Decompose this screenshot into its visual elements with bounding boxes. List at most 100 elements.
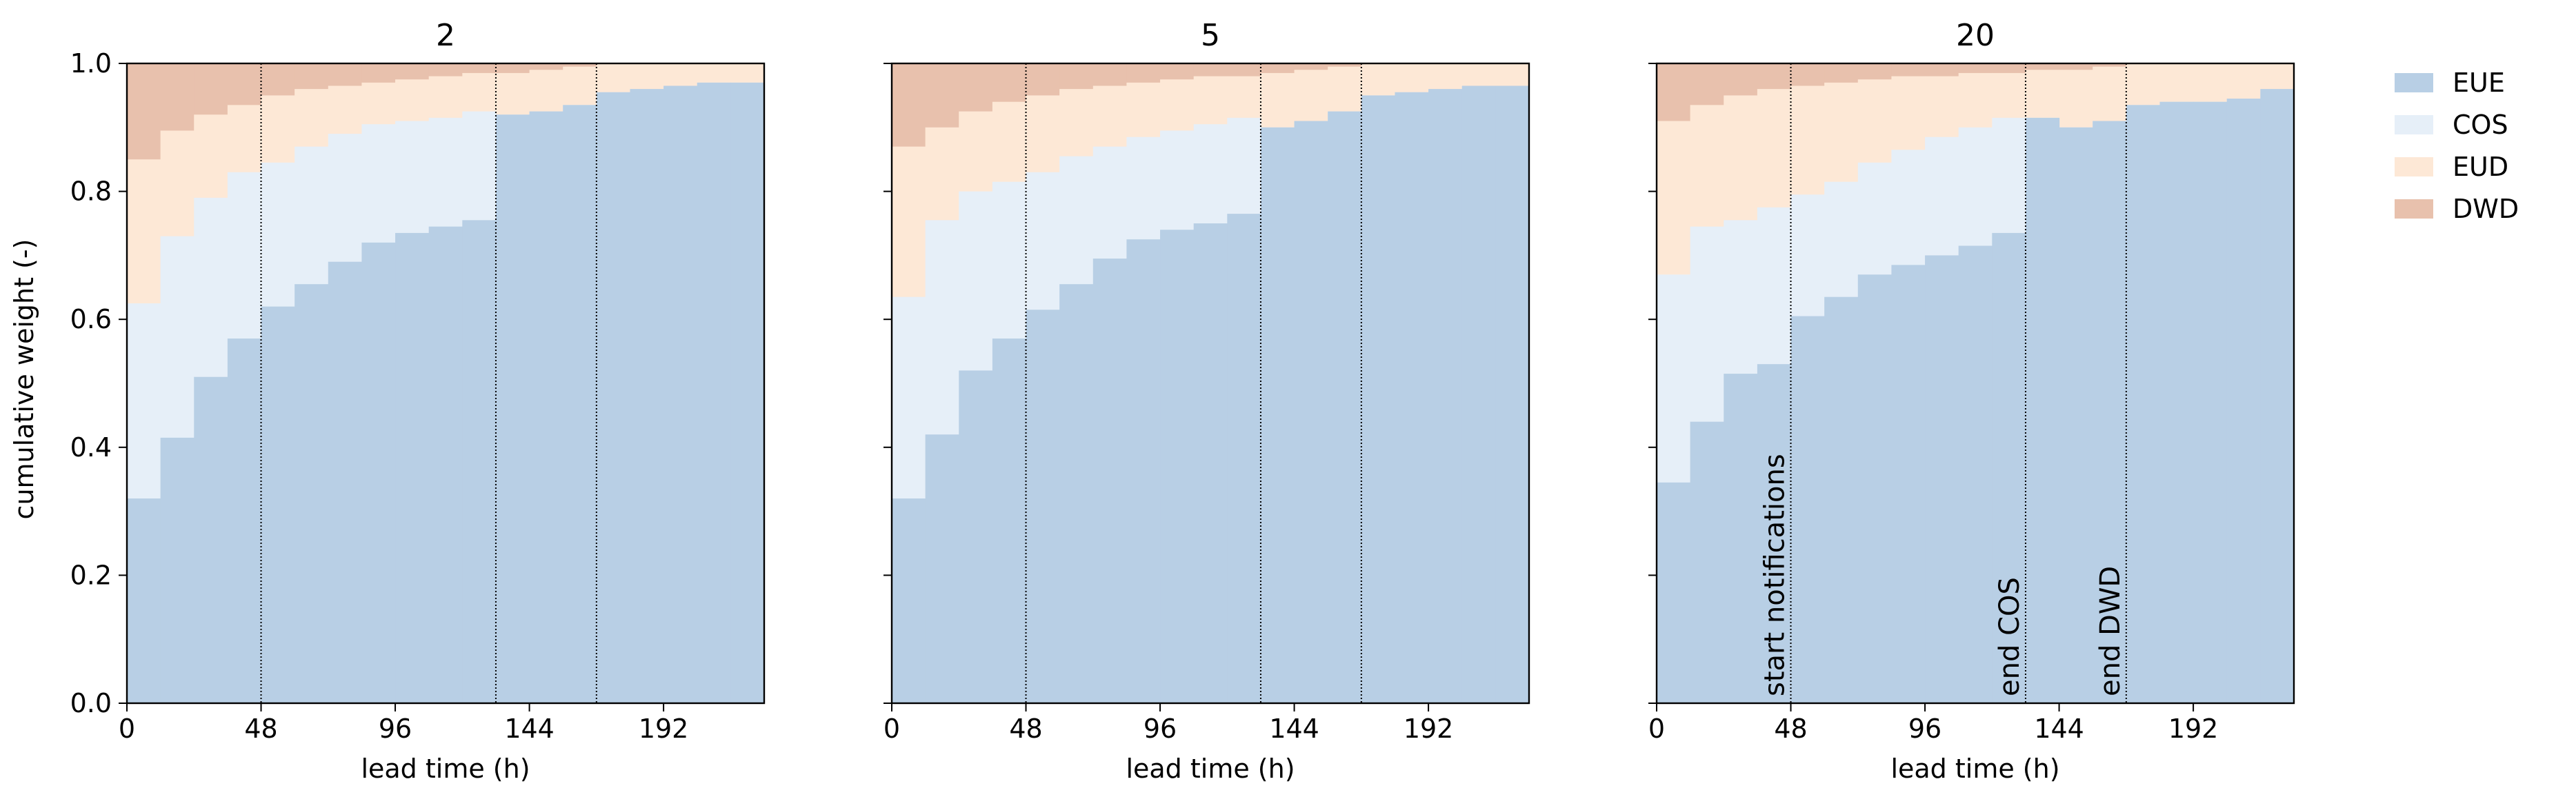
legend-label-eud: EUD xyxy=(2453,152,2508,182)
series-eue-bar xyxy=(2193,101,2228,703)
panel-title: 5 xyxy=(1201,18,1220,53)
legend: EUE COS EUD DWD xyxy=(2395,68,2519,224)
series-eue-bar xyxy=(1958,245,1993,704)
series-eue-bar xyxy=(2093,121,2127,703)
series-eue-bar xyxy=(462,220,497,703)
x-tick-label: 144 xyxy=(1269,714,1319,744)
series-eue-bar xyxy=(328,261,363,703)
series-eue-bar xyxy=(1260,127,1295,704)
series-eue-bar xyxy=(1361,95,1396,703)
series-eue-bar xyxy=(1126,239,1161,703)
series-eue-bar xyxy=(227,339,262,703)
series-eue-bar xyxy=(1428,89,1463,703)
x-tick-label: 48 xyxy=(1774,714,1807,744)
series-eue-bar xyxy=(1193,223,1228,703)
series-eue-bar xyxy=(1461,85,1496,704)
series-eue-bar xyxy=(959,370,993,703)
x-tick-label: 48 xyxy=(244,714,277,744)
series-eue-bar xyxy=(1227,214,1261,704)
series-eue-bar xyxy=(1294,121,1328,703)
legend-label-dwd: DWD xyxy=(2453,194,2519,224)
x-tick-label: 192 xyxy=(1404,714,1454,744)
series-eue-bar xyxy=(596,92,631,703)
series-eue-bar xyxy=(1328,111,1362,704)
x-axis-label: lead time (h) xyxy=(1126,754,1295,784)
series-eue-bar xyxy=(261,306,295,703)
x-axis-label: lead time (h) xyxy=(1890,754,2059,784)
series-eue-bar xyxy=(2059,127,2093,704)
series-eue-bar xyxy=(1992,232,2026,703)
series-eue-bar xyxy=(1657,482,1691,703)
series-eue-bar xyxy=(1059,284,1094,703)
legend-swatch-cos xyxy=(2395,115,2433,134)
series-eue-bar xyxy=(529,111,563,704)
x-tick-label: 192 xyxy=(2168,714,2219,744)
series-eue-bar xyxy=(1495,85,1530,704)
plot-frame xyxy=(126,62,766,705)
series-eue-bar xyxy=(1857,274,1893,703)
series-eue-bar xyxy=(992,339,1027,703)
series-eue-bar xyxy=(2159,101,2194,703)
series-eue-bar xyxy=(1790,316,1825,703)
series-eue-bar xyxy=(1891,265,1926,703)
x-tick-label: 0 xyxy=(883,714,900,744)
series-eue-bar xyxy=(663,85,698,704)
x-tick-label: 144 xyxy=(504,714,555,744)
y-tick-label: 0.4 xyxy=(70,432,112,463)
legend-swatch-eue xyxy=(2395,73,2433,92)
series-eue-bar xyxy=(495,114,530,704)
series-eue-bar xyxy=(1925,255,1959,703)
panel-title: 2 xyxy=(436,18,455,53)
series-eue-bar xyxy=(563,105,597,703)
series-eue-bar xyxy=(1690,421,1724,703)
legend-swatch-dwd xyxy=(2395,199,2433,219)
series-eue-bar xyxy=(2126,105,2161,703)
series-eue-bar xyxy=(730,82,765,704)
y-tick-label: 0.6 xyxy=(70,304,112,334)
series-eue-bar xyxy=(1757,364,1792,703)
series-eue-bar xyxy=(630,89,664,703)
y-tick-label: 0.8 xyxy=(70,176,112,207)
series-eue-bar xyxy=(194,376,228,703)
series-eue-bar xyxy=(697,82,731,704)
x-tick-label: 192 xyxy=(639,714,689,744)
x-tick-label: 96 xyxy=(379,714,412,744)
x-tick-label: 144 xyxy=(2034,714,2084,744)
x-tick-label: 48 xyxy=(1009,714,1042,744)
plot-frame xyxy=(1655,62,2295,705)
series-eue-bar xyxy=(2226,99,2261,704)
series-eue-bar xyxy=(361,242,396,704)
series-eue-bar xyxy=(1824,296,1859,704)
x-tick-label: 96 xyxy=(1144,714,1177,744)
panel-title: 20 xyxy=(1956,18,1995,53)
series-eue-bar xyxy=(2025,117,2060,703)
x-tick-label: 0 xyxy=(1648,714,1665,744)
x-tick-label: 96 xyxy=(1908,714,1941,744)
legend-swatch-eud xyxy=(2395,157,2433,176)
series-eue-bar xyxy=(1092,259,1128,703)
x-tick-label: 0 xyxy=(119,714,135,744)
series-eue-bar xyxy=(2260,89,2295,703)
y-tick-label: 1.0 xyxy=(70,48,112,79)
y-tick-label: 0.2 xyxy=(70,560,112,590)
legend-label-cos: COS xyxy=(2453,110,2508,140)
series-eue-bar xyxy=(428,226,463,703)
series-eue-bar xyxy=(892,498,926,703)
series-eue-bar xyxy=(395,232,430,703)
y-axis-label: cumulative weight (-) xyxy=(9,239,39,520)
x-axis-label: lead time (h) xyxy=(361,754,530,784)
plot-frame xyxy=(890,62,1530,705)
annotation: start notifications xyxy=(1759,454,1791,696)
series-eue-bar xyxy=(1160,230,1195,703)
legend-label-eue: EUE xyxy=(2453,68,2505,98)
annotation: end COS xyxy=(1994,577,2026,696)
panel-5: 5 0 48 96 144 192 lead time (h) xyxy=(883,18,1530,784)
series-eue-bar xyxy=(1724,374,1758,703)
panel-2: 2 0 48 96 144 192 lead time (h) 0.0 0.2 0.4 0.6 0.8… xyxy=(70,18,766,784)
annotation: end DWD xyxy=(2095,566,2126,696)
series-eue-bar xyxy=(925,434,959,703)
y-tick-label: 0.0 xyxy=(70,688,112,718)
series-eue-bar xyxy=(1395,92,1429,703)
